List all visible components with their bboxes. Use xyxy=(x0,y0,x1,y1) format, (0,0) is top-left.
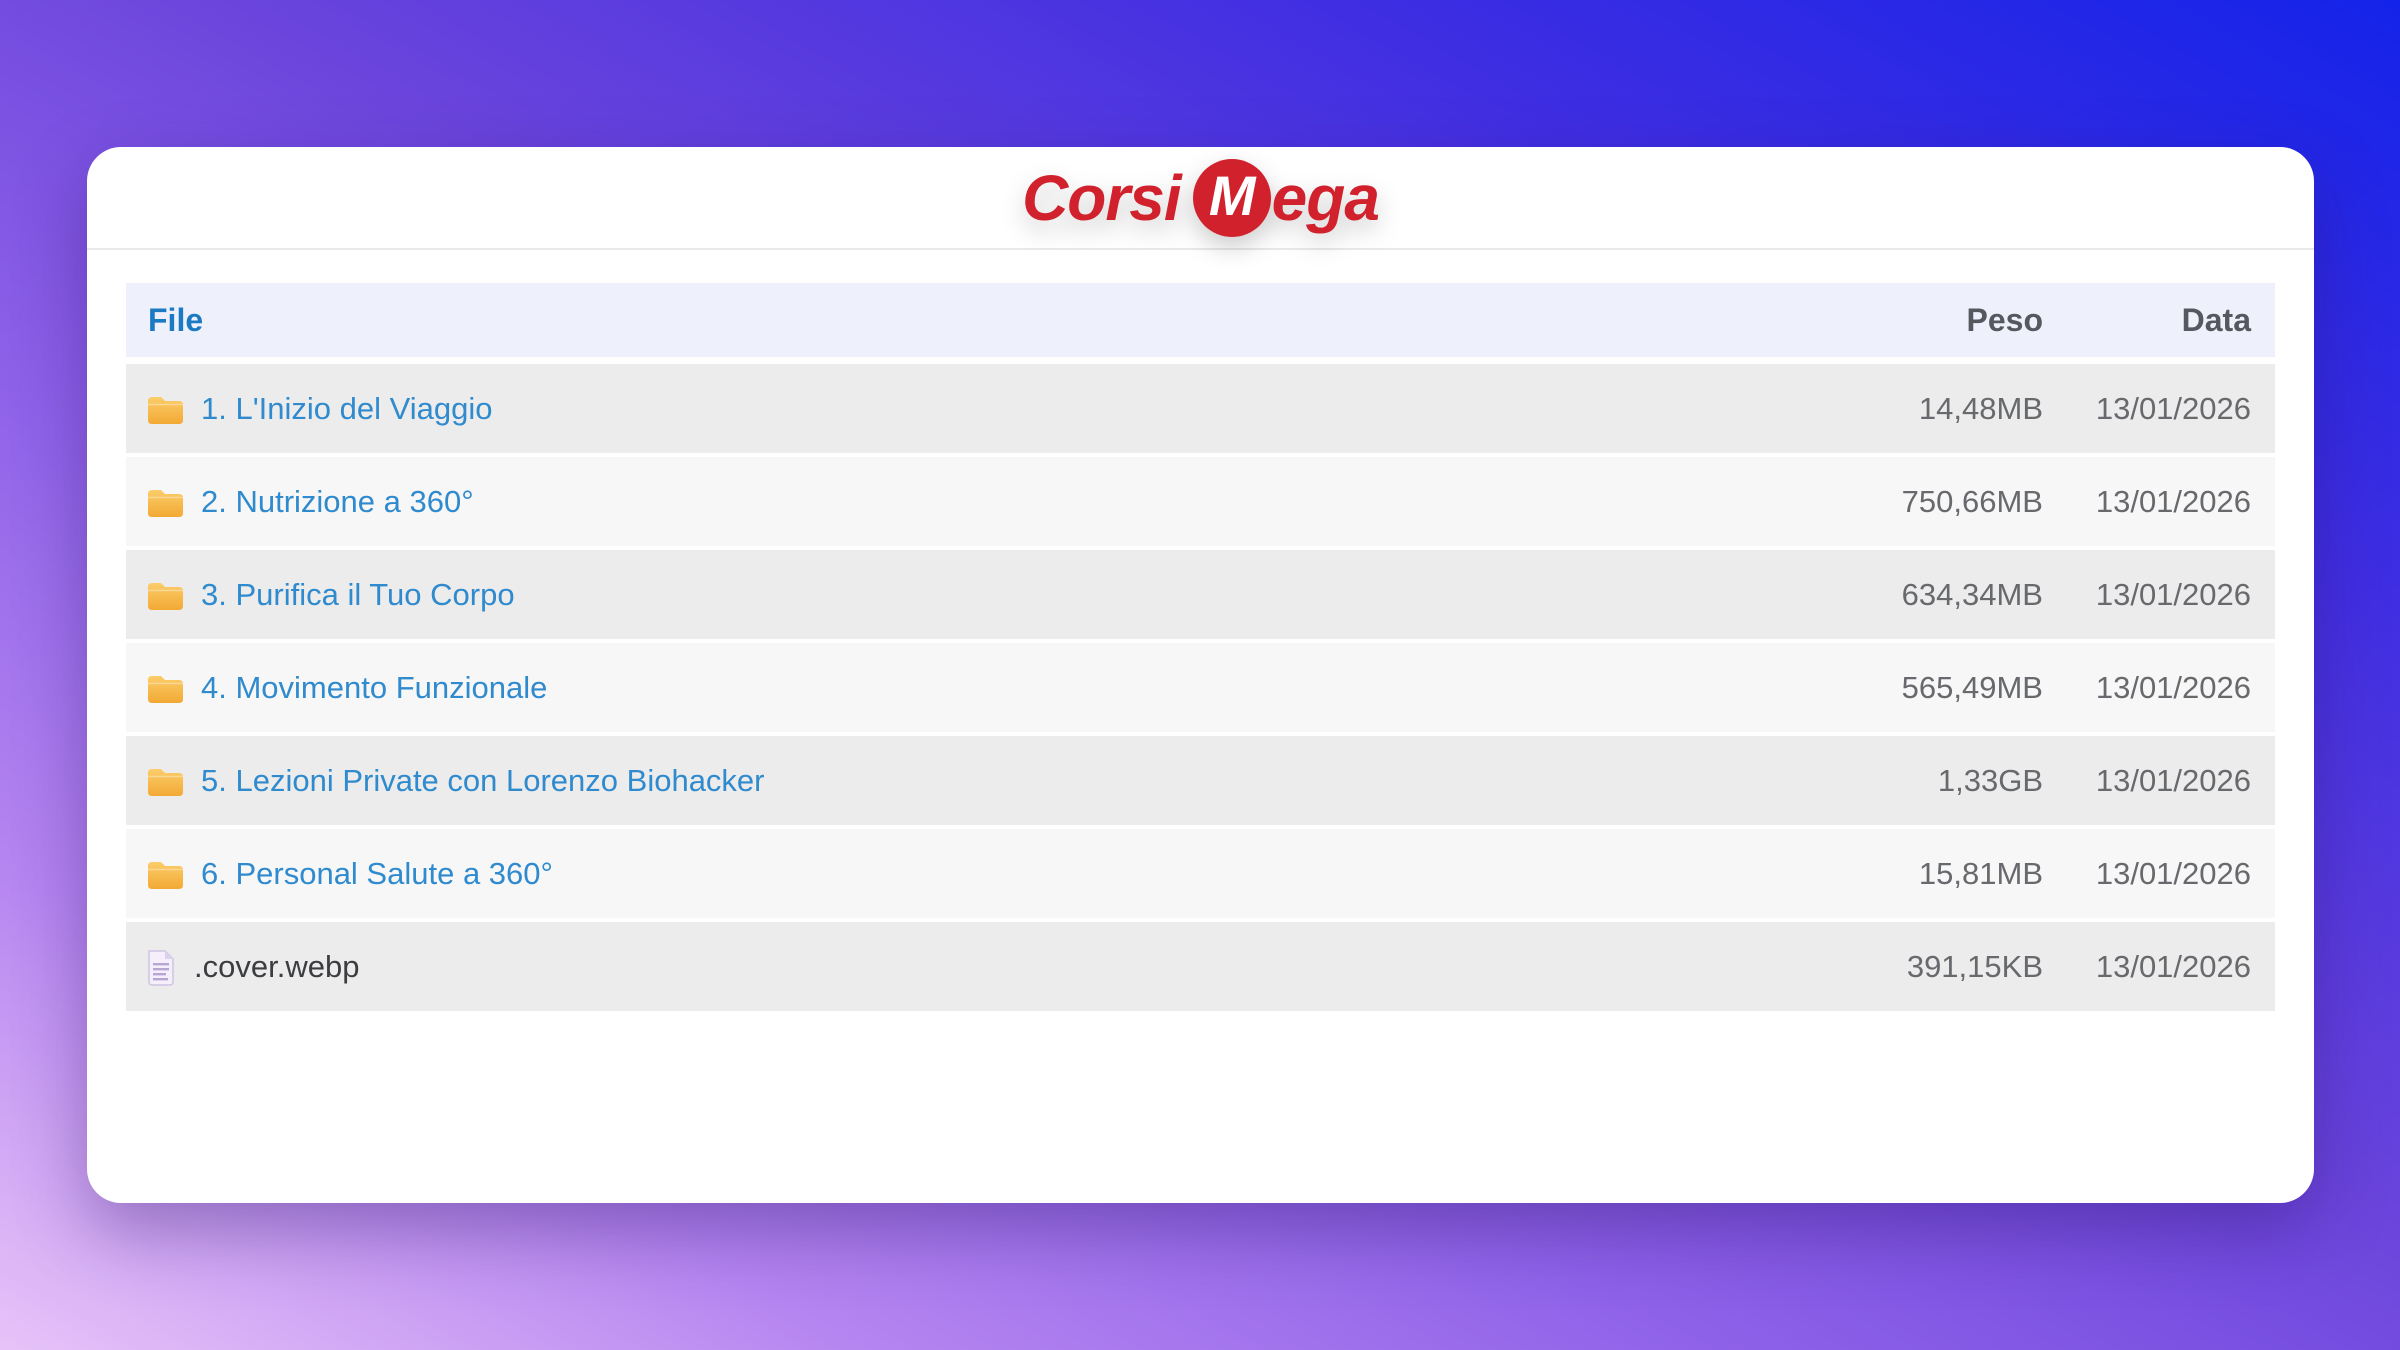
file-date: 13/01/2026 xyxy=(2095,390,2251,426)
file-date: 13/01/2026 xyxy=(2095,483,2251,519)
file-name-cell: 5. Lezioni Private con Lorenzo Biohacker xyxy=(126,763,1743,799)
table-header: File Peso Data xyxy=(126,283,2275,357)
table-row: .cover.webp 391,15KB 13/01/2026 xyxy=(126,922,2275,1011)
table-body: 1. L'Inizio del Viaggio 14,48MB 13/01/20… xyxy=(126,364,2275,1011)
file-size: 750,66MB xyxy=(1901,483,2043,519)
folder-icon xyxy=(146,487,183,517)
table-row: 4. Movimento Funzionale 565,49MB 13/01/2… xyxy=(126,643,2275,732)
file-link[interactable]: 6. Personal Salute a 360° xyxy=(201,855,553,891)
folder-icon xyxy=(146,673,183,703)
file-browser-card: Corsi M ega File Peso Data 1. L'Inizio d… xyxy=(87,147,2314,1203)
file-link[interactable]: 5. Lezioni Private con Lorenzo Biohacker xyxy=(201,762,765,798)
header-data: Data xyxy=(2181,301,2251,338)
logo-m-badge: M xyxy=(1192,158,1271,237)
table-row: 5. Lezioni Private con Lorenzo Biohacker… xyxy=(126,736,2275,825)
table-row: 3. Purifica il Tuo Corpo 634,34MB 13/01/… xyxy=(126,550,2275,639)
header-peso: Peso xyxy=(1966,301,2043,338)
file-size: 14,48MB xyxy=(1918,390,2043,426)
file-date: 13/01/2026 xyxy=(2095,762,2251,798)
file-date: 13/01/2026 xyxy=(2095,669,2251,705)
file-size: 1,33GB xyxy=(1937,762,2043,798)
file-date: 13/01/2026 xyxy=(2095,948,2251,984)
site-logo[interactable]: Corsi M ega xyxy=(1022,158,1380,237)
document-icon xyxy=(146,948,176,986)
logo-text-ega: ega xyxy=(1271,161,1380,234)
file-link[interactable]: 3. Purifica il Tuo Corpo xyxy=(201,576,515,612)
file-size: 565,49MB xyxy=(1901,669,2043,705)
file-link[interactable]: .cover.webp xyxy=(194,948,360,984)
file-date: 13/01/2026 xyxy=(2095,855,2251,891)
file-table: File Peso Data 1. L'Inizio del Viaggio 1… xyxy=(126,283,2275,1011)
file-size: 634,34MB xyxy=(1901,576,2043,612)
file-link[interactable]: 1. L'Inizio del Viaggio xyxy=(201,390,493,426)
header-divider xyxy=(87,248,2314,250)
logo-text-corsi: Corsi xyxy=(1022,161,1182,234)
header-file: File xyxy=(148,301,204,338)
file-name-cell: 6. Personal Salute a 360° xyxy=(126,856,1743,892)
table-row: 2. Nutrizione a 360° 750,66MB 13/01/2026 xyxy=(126,457,2275,546)
table-row: 6. Personal Salute a 360° 15,81MB 13/01/… xyxy=(126,829,2275,918)
file-link[interactable]: 2. Nutrizione a 360° xyxy=(201,483,474,519)
file-name-cell: 1. L'Inizio del Viaggio xyxy=(126,391,1743,427)
folder-icon xyxy=(146,859,183,889)
file-size: 391,15KB xyxy=(1906,948,2043,984)
table-row: 1. L'Inizio del Viaggio 14,48MB 13/01/20… xyxy=(126,364,2275,453)
logo-m-letter: M xyxy=(1208,164,1256,227)
folder-icon xyxy=(146,766,183,796)
file-size: 15,81MB xyxy=(1918,855,2043,891)
file-link[interactable]: 4. Movimento Funzionale xyxy=(201,669,548,705)
file-name-cell: 4. Movimento Funzionale xyxy=(126,670,1743,706)
folder-icon xyxy=(146,394,183,424)
file-date: 13/01/2026 xyxy=(2095,576,2251,612)
file-name-cell: 3. Purifica il Tuo Corpo xyxy=(126,577,1743,613)
logo-row: Corsi M ega xyxy=(87,147,2314,248)
folder-icon xyxy=(146,580,183,610)
file-name-cell: 2. Nutrizione a 360° xyxy=(126,484,1743,520)
file-name-cell: .cover.webp xyxy=(126,948,1743,986)
